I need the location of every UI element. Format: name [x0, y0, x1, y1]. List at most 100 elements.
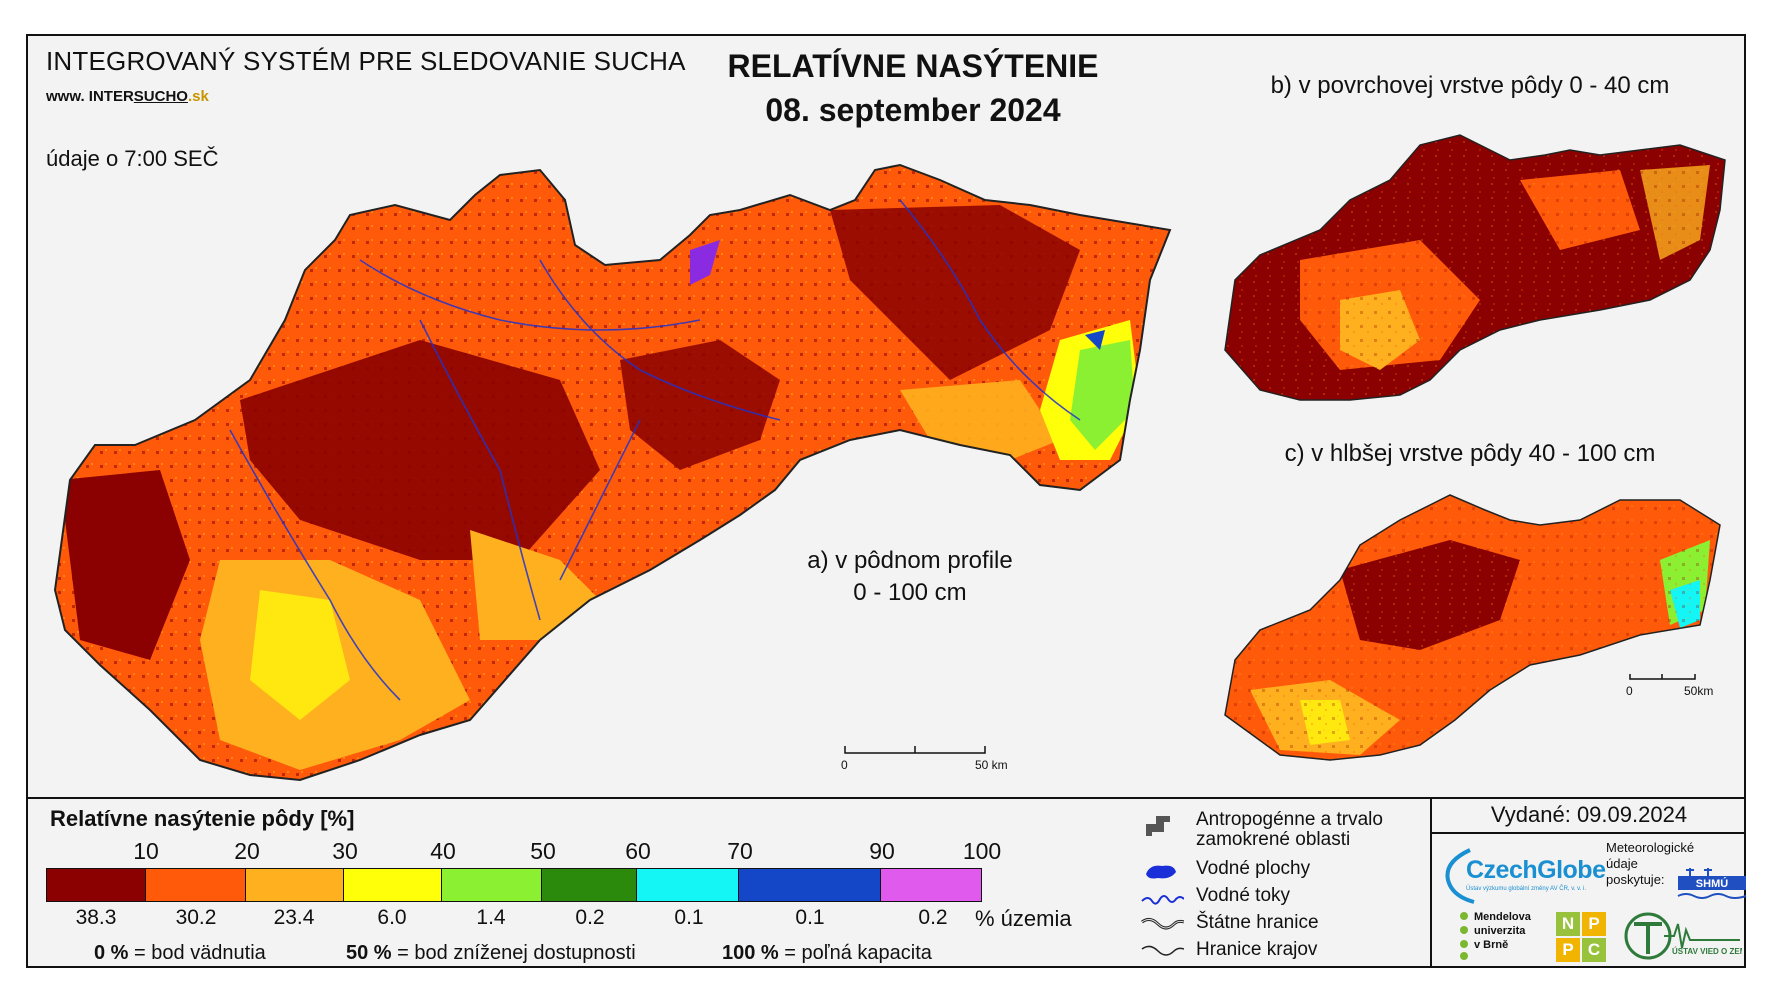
mendel-line2: univerzita	[1474, 925, 1526, 937]
meteo-line2: údaje	[1606, 856, 1638, 871]
region-border-icon	[1141, 945, 1184, 956]
legend-color-class	[881, 869, 981, 901]
legend-percent-area: 30.2	[175, 906, 217, 929]
layer-state-border-label: Štátne hranice	[1196, 912, 1319, 933]
web-prefix: www.	[46, 88, 85, 105]
legend-color-class	[246, 869, 344, 901]
scale-bar-small	[1629, 674, 1696, 680]
definition-reduced-availability: 50 % = bod zníženej dostupnosti	[346, 942, 636, 965]
def-100-value: 100 %	[722, 942, 779, 964]
legend-color-class	[442, 869, 542, 901]
legend-percent-area: 0.1	[795, 906, 825, 929]
legend-percent-area: 38.3	[75, 906, 117, 929]
legend-percent-area: 0.2	[918, 906, 948, 929]
web-brand: SUCHO	[133, 88, 188, 105]
web-suffix: .sk	[187, 88, 209, 105]
layer-state-border: Štátne hranice	[1140, 912, 1319, 938]
legend-tick: 50	[530, 838, 556, 864]
scale-bar-main	[844, 746, 986, 754]
def-50-value: 50 %	[346, 942, 392, 964]
main-title: RELATÍVNE NASÝTENIE	[727, 48, 1099, 84]
meteo-provider-text: Meteorologické údaje poskytuje:	[1606, 840, 1694, 888]
map-c-fill	[1225, 495, 1720, 760]
scale-small-start: 0	[1626, 684, 1633, 698]
legend-color-class	[344, 869, 442, 901]
layer-water-bodies-label: Vodné plochy	[1196, 858, 1311, 879]
mendel-logo: Mendelova univerzita v Brně	[1456, 910, 1531, 960]
meteo-line1: Meteorologické	[1606, 840, 1695, 855]
shmu-logo: SHMÚ	[1677, 868, 1747, 899]
layer-anthropogenic-label: Antropogénne a trvalo zamokrené oblasti	[1196, 809, 1383, 850]
npcp-cell: P	[1582, 912, 1606, 936]
scale-small-end: 50km	[1684, 684, 1714, 698]
mendel-line1: Mendelova	[1474, 911, 1531, 923]
river-icon	[1141, 895, 1184, 905]
legend-tick: 40	[430, 838, 456, 864]
def-0-text: = bod vädnutia	[128, 942, 266, 964]
anthropogenic-area-icon	[1146, 816, 1170, 836]
shmu-text: SHMÚ	[1696, 877, 1728, 890]
main-date: 08. september 2024	[765, 92, 1061, 128]
layer-region-border-label: Hranice krajov	[1196, 939, 1318, 960]
map-c-label: c) v hlbšej vrstve pôdy 40 - 100 cm	[1284, 440, 1656, 467]
website-link[interactable]: www. INTERSUCHO.sk	[46, 88, 209, 105]
scale-main-end: 50 km	[975, 758, 1008, 772]
mendel-dots-icon	[1460, 912, 1468, 960]
water-body-icon	[1146, 865, 1176, 879]
czechglobe-subtitle: Ústav výzkumu globální změny AV ČR, v. v…	[1466, 886, 1587, 892]
legend-tick: 30	[332, 838, 358, 864]
footer-divider-horizontal	[1430, 832, 1746, 834]
def-0-value: 0 %	[94, 942, 129, 964]
map-a-label: a) v pôdnom profile 0 - 100 cm	[760, 545, 1060, 609]
scale-main-start: 0	[841, 758, 848, 772]
issued-date: Vydané: 09.09.2024	[1490, 802, 1688, 827]
legend-percent-unit: % územia	[975, 906, 1072, 931]
def-50-text: = bod zníženej dostupnosti	[391, 942, 636, 964]
data-time: údaje o 7:00 SEČ	[46, 146, 219, 171]
legend-tick: 20	[234, 838, 260, 864]
legend-divider	[26, 797, 1746, 799]
legend-color-class	[637, 869, 739, 901]
npcp-logo: N P P C	[1556, 912, 1606, 962]
legend-color-class	[542, 869, 637, 901]
npcp-cell: N	[1556, 912, 1580, 936]
czechglobe-name: CzechGlobe	[1466, 856, 1606, 884]
legend-percent-area: 6.0	[377, 906, 407, 929]
npcp-cell: P	[1556, 938, 1580, 962]
legend-color-class	[739, 869, 881, 901]
mendel-line3: v Brně	[1474, 939, 1509, 951]
legend-percent-area: 0.1	[674, 906, 704, 929]
legend-percent-area: 0.2	[575, 906, 605, 929]
def-100-text: = poľná kapacita	[778, 942, 932, 964]
layer-rivers-label: Vodné toky	[1196, 885, 1291, 906]
uvz-text: ÚSTAV VIED O ZEMI	[1672, 947, 1742, 956]
legend-title: Relatívne nasýtenie pôdy [%]	[50, 806, 355, 831]
web-mid: INTER	[88, 88, 134, 105]
map-b-label: b) v povrchovej vrstve pôdy 0 - 40 cm	[1270, 72, 1670, 99]
legend-tick: 10	[133, 838, 159, 864]
layer-region-border: Hranice krajov	[1140, 939, 1317, 965]
npcp-cell: C	[1582, 938, 1606, 962]
czechglobe-logo: CzechGlobe Ústav výzkumu globální změny …	[1440, 840, 1606, 910]
legend-percent-area: 23.4	[273, 906, 315, 929]
layer-water-bodies: Vodné plochy	[1140, 858, 1310, 884]
state-border-icon	[1141, 917, 1184, 930]
meteo-line3: poskytuje:	[1606, 872, 1665, 887]
legend-tick: 90	[869, 838, 895, 864]
legend-tick: 70	[727, 838, 753, 864]
map-a-label-line2: 0 - 100 cm	[853, 579, 967, 606]
legend-colorbar	[46, 868, 982, 902]
definition-field-capacity: 100 % = poľná kapacita	[722, 942, 932, 965]
layer-rivers: Vodné toky	[1140, 885, 1290, 911]
legend-color-class	[47, 869, 146, 901]
map-a-fill	[55, 165, 1170, 780]
system-title: INTEGROVANÝ SYSTÉM PRE SLEDOVANIE SUCHA	[46, 46, 686, 76]
footer-divider-vertical	[1430, 797, 1432, 968]
layer-anthropogenic: Antropogénne a trvalo zamokrené oblasti	[1140, 810, 1416, 850]
legend-tick: 60	[625, 838, 651, 864]
uvz-logo: ÚSTAV VIED O ZEMI	[1624, 912, 1742, 960]
legend-color-class	[146, 869, 246, 901]
map-b-fill	[1225, 135, 1725, 400]
map-a-label-line1: a) v pôdnom profile	[807, 547, 1013, 574]
